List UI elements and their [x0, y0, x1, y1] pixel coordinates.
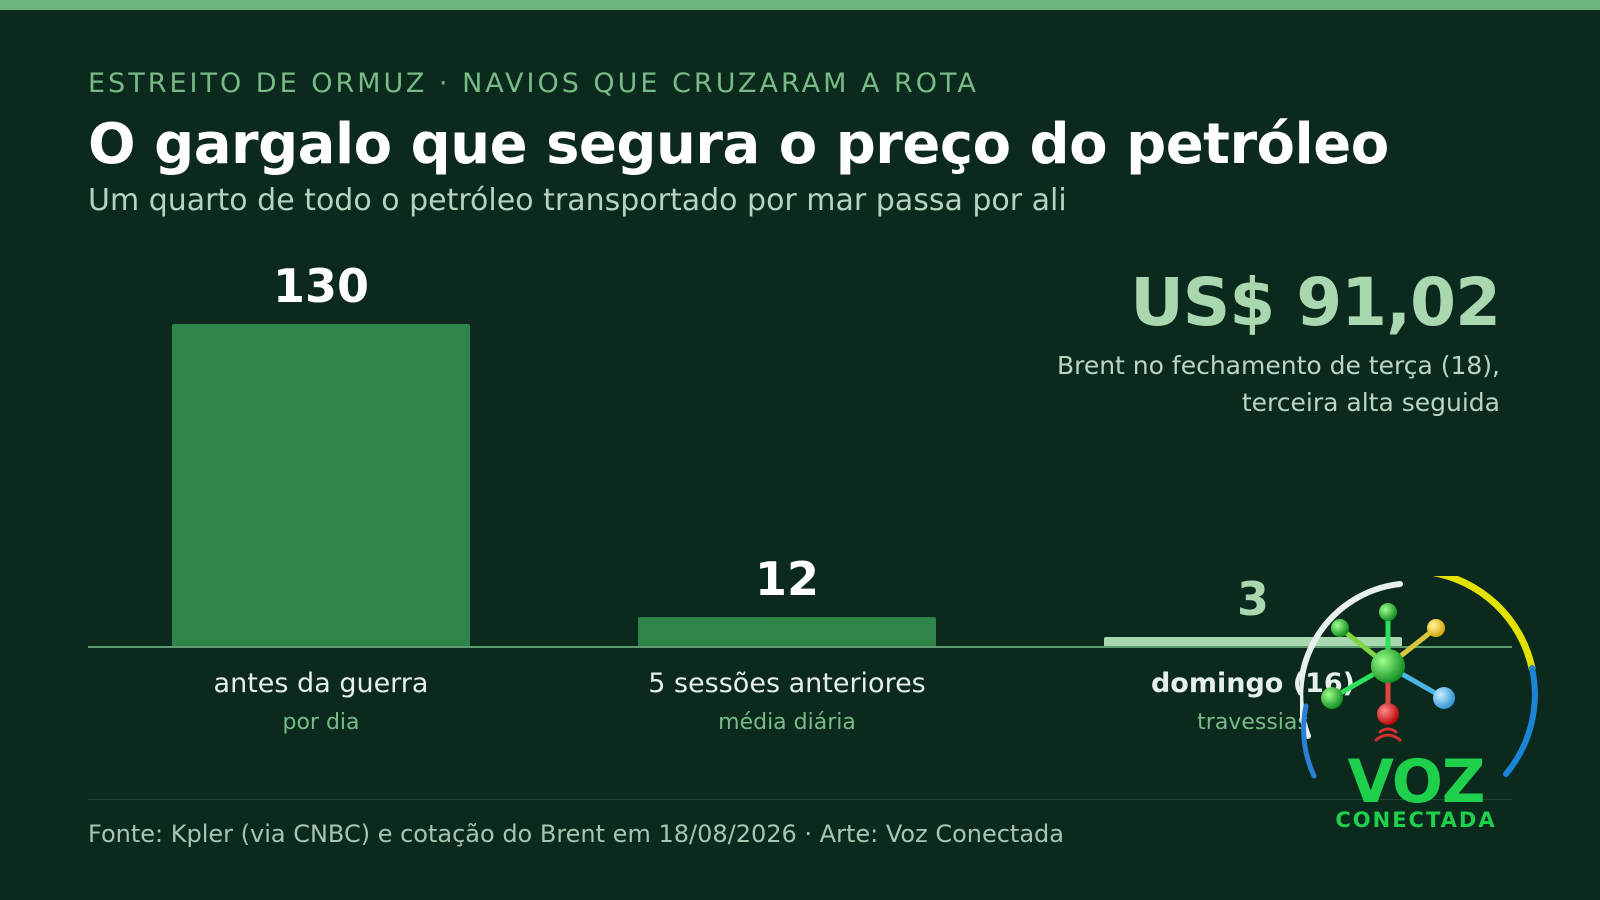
bar-0: [172, 324, 470, 647]
bar-value-label-0: 130: [273, 259, 369, 313]
source-footer: Fonte: Kpler (via CNBC) e cotação do Bre…: [88, 820, 1064, 848]
bar-value-label-1: 12: [755, 552, 819, 606]
bar-1: [638, 617, 936, 647]
footer-divider: [88, 799, 1512, 800]
brent-price-note: Brent no fechamento de terça (18), terce…: [1057, 347, 1500, 421]
category-sublabel-2: travessias: [1197, 710, 1309, 735]
logo-subtitle: CONECTADA: [1335, 808, 1497, 832]
brent-price-value: US$ 91,02: [1130, 264, 1501, 341]
brent-price-note-line2: terceira alta seguida: [1241, 388, 1500, 417]
brent-price-note-line1: Brent no fechamento de terça (18),: [1056, 351, 1500, 380]
category-label-1: 5 sessões anteriores: [648, 668, 926, 699]
category-sublabel-1: média diária: [718, 710, 856, 735]
bar-2: [1104, 637, 1402, 647]
category-label-2: domingo (16): [1151, 668, 1355, 699]
logo-wordmark: VOZ: [1347, 747, 1486, 817]
category-sublabel-0: por dia: [282, 710, 359, 735]
chart-kicker: ESTREITO DE ORMUZ · NAVIOS QUE CRUZARAM …: [88, 68, 979, 99]
voz-conectada-logo-icon: [1300, 576, 1538, 779]
top-accent-strip: [0, 0, 1600, 10]
brent-price-callout: US$ 91,02 Brent no fechamento de terça (…: [1057, 264, 1501, 421]
chart-title: O gargalo que segura o preço do petróleo: [88, 112, 1389, 177]
bar-value-label-2: 3: [1237, 572, 1269, 626]
chart-subtitle: Um quarto de todo o petróleo transportad…: [88, 183, 1067, 218]
category-label-0: antes da guerra: [214, 668, 429, 699]
